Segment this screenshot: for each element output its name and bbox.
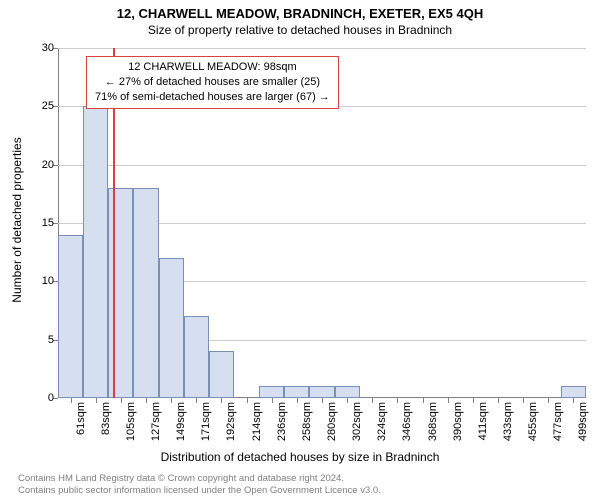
histogram-bar — [108, 188, 133, 398]
xtick-mark — [247, 398, 248, 403]
xtick-mark — [372, 398, 373, 403]
xtick-mark — [498, 398, 499, 403]
ytick-label: 5 — [26, 334, 54, 346]
ytick-label: 20 — [26, 159, 54, 171]
xtick-mark — [573, 398, 574, 403]
xtick-mark — [523, 398, 524, 403]
xtick-label: 302sqm — [351, 402, 363, 441]
xtick-label: 236sqm — [276, 402, 288, 441]
gridline — [58, 165, 586, 166]
xtick-mark — [171, 398, 172, 403]
chart-subtitle: Size of property relative to detached ho… — [0, 21, 600, 37]
yaxis-label: Number of detached properties — [10, 137, 24, 302]
info-box: 12 CHARWELL MEADOW: 98sqm← 27% of detach… — [86, 56, 339, 109]
xtick-mark — [548, 398, 549, 403]
histogram-bar — [133, 188, 158, 398]
xtick-label: 171sqm — [200, 402, 212, 441]
xtick-mark — [397, 398, 398, 403]
histogram-bar — [58, 235, 83, 398]
footer-line1: Contains HM Land Registry data © Crown c… — [18, 473, 381, 485]
histogram-bar — [284, 386, 309, 398]
xtick-mark — [272, 398, 273, 403]
xtick-label: 149sqm — [175, 402, 187, 441]
xtick-label: 214sqm — [251, 402, 263, 441]
xtick-label: 477sqm — [552, 402, 564, 441]
xtick-mark — [96, 398, 97, 403]
footer-text: Contains HM Land Registry data © Crown c… — [18, 473, 381, 497]
info-line3: 71% of semi-detached houses are larger (… — [95, 90, 330, 105]
ytick-label: 25 — [26, 100, 54, 112]
histogram-bar — [561, 386, 586, 398]
ytick-label: 30 — [26, 42, 54, 54]
histogram-bar — [335, 386, 360, 398]
xtick-label: 433sqm — [502, 402, 514, 441]
xtick-label: 455sqm — [527, 402, 539, 441]
histogram-bar — [309, 386, 334, 398]
xtick-label: 390sqm — [452, 402, 464, 441]
gridline — [58, 48, 586, 49]
ytick-label: 10 — [26, 275, 54, 287]
xtick-label: 127sqm — [150, 402, 162, 441]
histogram-bar — [209, 351, 234, 398]
xtick-label: 499sqm — [577, 402, 589, 441]
xtick-label: 83sqm — [100, 402, 112, 435]
histogram-bar — [184, 316, 209, 398]
xtick-mark — [196, 398, 197, 403]
footer-line2: Contains public sector information licen… — [18, 485, 381, 497]
xtick-mark — [473, 398, 474, 403]
xaxis-label: Distribution of detached houses by size … — [0, 450, 600, 464]
chart-container: 12, CHARWELL MEADOW, BRADNINCH, EXETER, … — [0, 0, 600, 500]
info-line1: 12 CHARWELL MEADOW: 98sqm — [95, 60, 330, 75]
xtick-mark — [146, 398, 147, 403]
xtick-label: 280sqm — [326, 402, 338, 441]
histogram-bar — [159, 258, 184, 398]
chart-title: 12, CHARWELL MEADOW, BRADNINCH, EXETER, … — [0, 0, 600, 21]
xtick-mark — [71, 398, 72, 403]
xtick-label: 192sqm — [225, 402, 237, 441]
ytick-label: 0 — [26, 392, 54, 404]
xtick-label: 61sqm — [75, 402, 87, 435]
info-line2: ← 27% of detached houses are smaller (25… — [95, 75, 330, 90]
xtick-label: 368sqm — [427, 402, 439, 441]
xtick-mark — [347, 398, 348, 403]
histogram-bar — [259, 386, 284, 398]
xtick-mark — [448, 398, 449, 403]
xtick-label: 105sqm — [125, 402, 137, 441]
ytick-label: 15 — [26, 217, 54, 229]
xtick-mark — [221, 398, 222, 403]
xtick-label: 324sqm — [376, 402, 388, 441]
xtick-label: 411sqm — [477, 402, 489, 440]
plot-area: 05101520253061sqm83sqm105sqm127sqm149sqm… — [58, 48, 586, 398]
xtick-mark — [423, 398, 424, 403]
xtick-label: 258sqm — [301, 402, 313, 441]
xtick-label: 346sqm — [401, 402, 413, 441]
xtick-mark — [297, 398, 298, 403]
xtick-mark — [121, 398, 122, 403]
histogram-bar — [83, 106, 108, 398]
xtick-mark — [322, 398, 323, 403]
